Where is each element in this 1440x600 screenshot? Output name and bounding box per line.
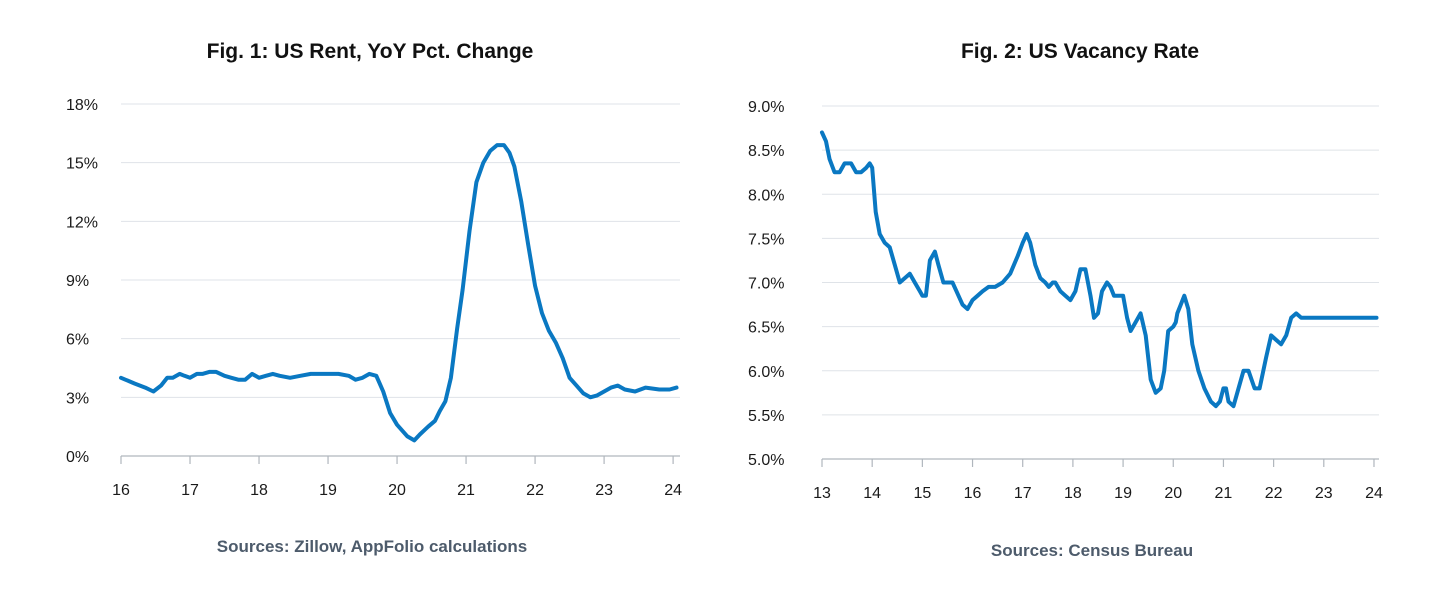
x-tick-label: 15 [913, 485, 931, 502]
y-tick-label: 6.0% [748, 364, 784, 381]
chart-panel-vacancy: Fig. 2: US Vacancy Rate 5.0% 5.5% 6.0% 6.5%… [720, 0, 1440, 600]
y-tick-label: 15% [66, 156, 98, 173]
y-tick-label: 9.0% [748, 99, 784, 116]
series-line [119, 143, 679, 443]
chart-source: Sources: Census Bureau [990, 541, 1194, 560]
y-tick-label: 3% [66, 390, 89, 407]
x-tick-label: 22 [1265, 485, 1283, 502]
x-tick-label: 23 [595, 482, 613, 499]
x-tick-label: 16 [964, 485, 982, 502]
y-tick-label: 9% [66, 273, 89, 290]
x-tick-label: 21 [1215, 485, 1233, 502]
x-tick-label: 18 [1064, 485, 1082, 502]
x-tick-label: 21 [457, 482, 475, 499]
rent-chart-svg: 0% 3% 6% 9% 12% 15% 18% 16 17 18 19 20 21 22 23 24 [66, 97, 682, 499]
y-tick-label: 6% [66, 332, 89, 349]
x-tick-label: 23 [1315, 485, 1333, 502]
x-tick-label: 17 [181, 482, 199, 499]
x-tick-label: 24 [1365, 485, 1383, 502]
x-tick-label: 19 [1114, 485, 1132, 502]
x-tick-label: 19 [319, 482, 337, 499]
y-tick-label: 12% [66, 214, 98, 231]
x-tick-label: 18 [250, 482, 268, 499]
y-tick-label: 7.5% [748, 231, 784, 248]
y-tick-label: 6.5% [748, 320, 784, 337]
y-tick-label: 7.0% [748, 276, 784, 293]
x-tick-label: 13 [813, 485, 831, 502]
y-tick-label: 18% [66, 97, 98, 114]
x-tick-label: 16 [112, 482, 130, 499]
chart-source: Sources: Zillow, AppFolio calculations [216, 537, 528, 556]
y-tick-label: 8.5% [748, 143, 784, 160]
x-tick-label: 22 [526, 482, 544, 499]
y-tick-label: 5.5% [748, 408, 784, 425]
x-tick-label: 24 [664, 482, 682, 499]
chart-panel-rent: Fig. 1: US Rent, YoY Pct. Change 0% 3% 6% 9… [66, 40, 682, 556]
x-tick-label: 17 [1014, 485, 1032, 502]
x-tick-label: 14 [863, 485, 881, 502]
vacancy-chart-svg: 5.0% 5.5% 6.0% 6.5% 7.0% 7.5% 8.0% 8.5% 9.0% 13 14… [748, 99, 1383, 502]
x-tick-label: 20 [388, 482, 406, 499]
x-tick-label: 20 [1164, 485, 1182, 502]
series-line [820, 130, 1379, 409]
y-tick-label: 0% [66, 449, 89, 466]
chart-title: Fig. 1: US Rent, YoY Pct. Change [206, 40, 534, 63]
y-tick-label: 5.0% [748, 452, 784, 469]
chart-title: Fig. 2: US Vacancy Rate [960, 40, 1200, 63]
y-tick-label: 8.0% [748, 187, 784, 204]
